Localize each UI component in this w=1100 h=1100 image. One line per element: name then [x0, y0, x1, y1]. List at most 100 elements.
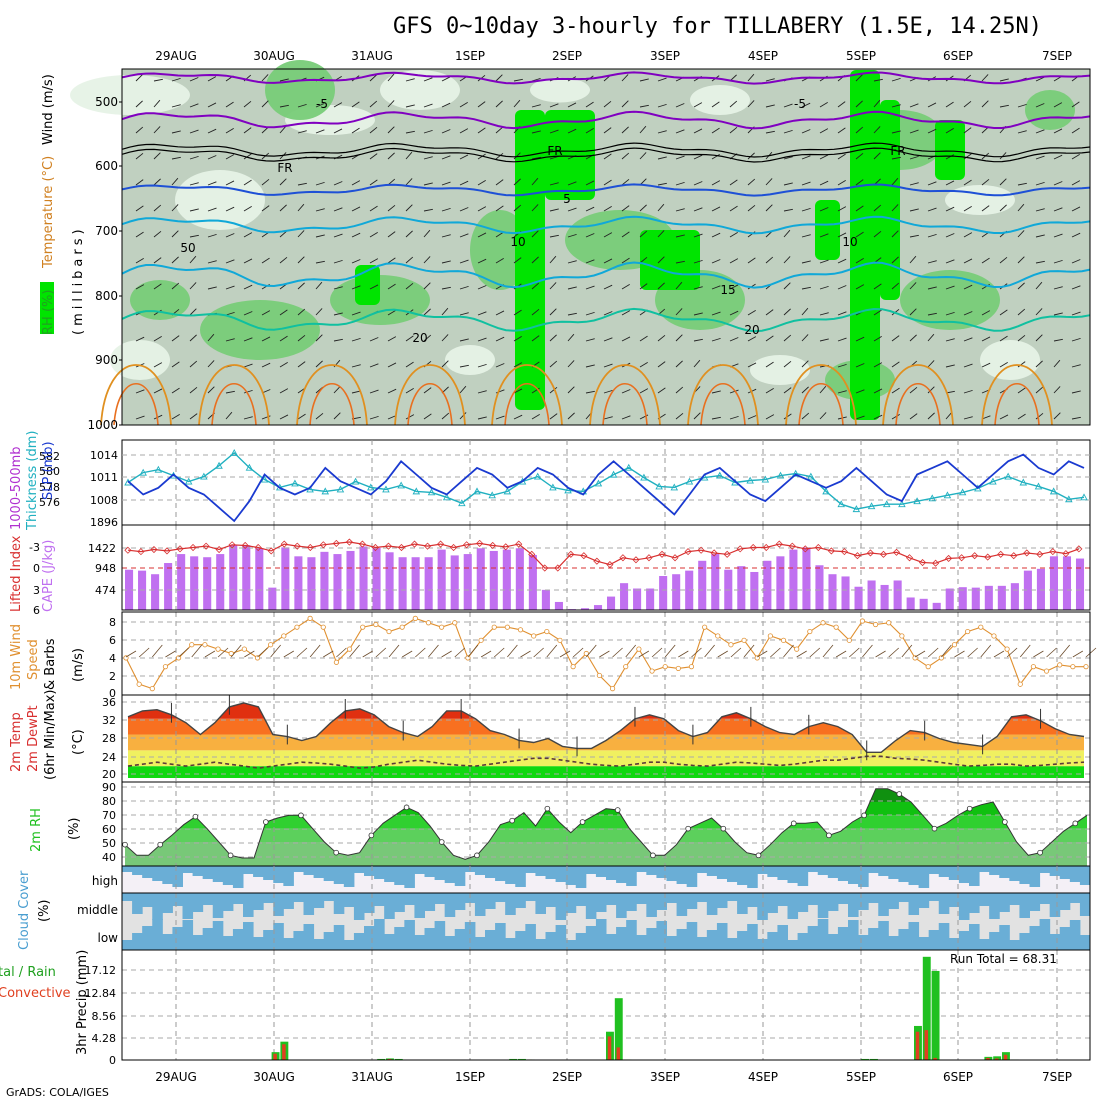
cloud-low-bar	[777, 925, 788, 950]
cloud-middle-bar	[243, 893, 254, 917]
cape-bar	[906, 597, 915, 610]
wind-barb	[459, 233, 469, 238]
precip-convective-bar	[933, 1057, 937, 1060]
wind-barb	[153, 362, 163, 368]
wind-barb	[837, 127, 846, 134]
lifted-index-point	[228, 541, 236, 549]
cloud-high-bar	[364, 866, 375, 876]
cloud-high-bar	[1049, 866, 1061, 876]
cape-bar	[164, 563, 173, 610]
wind-barb-10m	[625, 644, 637, 658]
wind-barb	[495, 363, 505, 368]
wind-barb	[189, 282, 197, 290]
cloud-middle-bar	[666, 893, 678, 903]
wind-barb	[189, 208, 199, 212]
cloud-middle-bar	[646, 893, 657, 917]
wind-barb	[765, 414, 775, 420]
lifted-index-point	[645, 554, 653, 562]
lifted-index-point	[918, 558, 927, 567]
cloud-high-bar	[827, 866, 839, 878]
wind-barb-10m	[704, 644, 715, 658]
wind-barb	[963, 337, 973, 342]
thickness-point	[1004, 472, 1012, 480]
wind-speed-point	[360, 624, 366, 630]
wind-barb	[171, 204, 179, 212]
wind-barb	[225, 311, 235, 316]
wind-barb	[747, 362, 757, 368]
rh-line	[124, 788, 1088, 860]
wind-barb	[153, 335, 162, 342]
cloud-high-bar	[424, 866, 436, 877]
wind-barb	[603, 205, 612, 212]
wind-barb	[333, 128, 343, 134]
rh-contour-fill	[110, 340, 170, 380]
wind-barb	[189, 386, 198, 394]
wind-barb	[801, 386, 809, 394]
wind-barb	[207, 155, 217, 160]
cloud-middle-bar	[495, 893, 506, 902]
temperature-contour-surface	[981, 364, 1053, 426]
cloud-middle-bar	[606, 893, 617, 905]
cape-bar	[398, 557, 407, 610]
wind-barb	[351, 364, 361, 368]
wind-barb	[747, 100, 755, 108]
wind-barb	[909, 182, 919, 186]
wind-barb	[801, 260, 811, 264]
cloud-high-bar	[485, 866, 496, 878]
temperature-contour	[121, 307, 1091, 333]
temperature-contour-surface	[589, 364, 661, 426]
wind-barb	[1035, 208, 1045, 212]
cloud-high-bar	[162, 866, 173, 884]
rh-point	[438, 839, 445, 845]
cape-bar	[476, 548, 485, 610]
wind-barb	[927, 412, 935, 420]
thickness-point	[412, 487, 421, 495]
lifted-index-point	[1049, 548, 1057, 556]
thickness-point	[533, 472, 542, 480]
wind-barb	[225, 101, 234, 108]
wind-barb-10m	[191, 644, 203, 658]
cape-bar	[268, 587, 277, 610]
lifted-index-tick: 6	[33, 604, 40, 617]
wind-barb	[549, 386, 558, 394]
cloud-high-bar	[878, 866, 889, 876]
cloud-low-bar	[424, 928, 436, 950]
wind-barb	[513, 152, 521, 160]
wind-barb	[963, 416, 973, 420]
wind-speed-point	[846, 637, 852, 643]
wind-barb	[837, 311, 847, 316]
wind-barb	[243, 311, 253, 316]
wind-barb-10m	[151, 644, 163, 658]
wind-barb	[981, 336, 991, 342]
wind-speed-point	[1043, 668, 1050, 674]
cloud-low-bar	[787, 940, 799, 950]
cloud-high-bar	[727, 866, 738, 882]
wind-barb	[657, 156, 667, 160]
wind-barb-10m	[125, 650, 137, 658]
wind-barb	[495, 336, 505, 342]
wind-barb	[801, 129, 811, 134]
panel-labels: RH (%) Temperature (°C) Wind (m/s) (mill…	[0, 74, 1057, 1055]
wind-barb	[405, 178, 413, 186]
wind-speed-point	[702, 624, 708, 630]
cloud-low-bar	[827, 934, 839, 950]
cloud-middle-bar	[767, 893, 778, 913]
temperature-contour-surface	[491, 364, 563, 426]
wind-barb	[765, 309, 774, 316]
wind-barb	[819, 412, 827, 420]
wind-barb	[441, 360, 449, 368]
cloud-low-bar	[414, 935, 425, 950]
wind-barb	[927, 286, 937, 290]
wind-barb	[945, 364, 955, 368]
cloud-high-bar	[837, 866, 849, 881]
wind-barb	[531, 282, 540, 290]
rh-point	[227, 852, 234, 859]
wind-barb	[927, 207, 937, 212]
cloud-low-bar	[737, 931, 748, 950]
rh-point	[650, 852, 656, 859]
cloud-level-label: high	[92, 874, 118, 888]
cloud-high-bar	[474, 866, 486, 875]
wind-barb-10m	[415, 647, 426, 658]
cape-tick: 948	[95, 562, 116, 575]
